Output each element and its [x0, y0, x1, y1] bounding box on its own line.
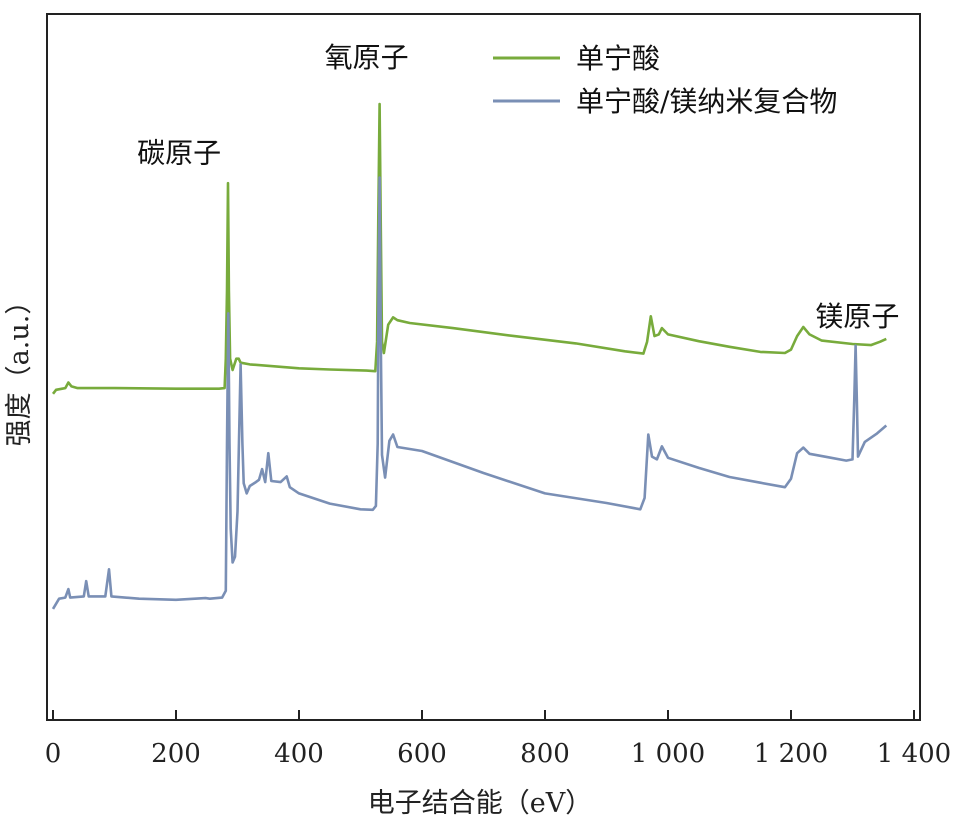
legend: 单宁酸 单宁酸/镁纳米复合物: [493, 42, 837, 118]
x-tick-label: 1 200: [754, 739, 828, 769]
peak-annotation: 碳原子: [137, 136, 221, 169]
x-tick-label: 1 400: [877, 739, 951, 769]
legend-label-tannic-acid-mg-nanocomposite: 单宁酸/镁纳米复合物: [576, 85, 837, 118]
x-tick-label: 1 000: [631, 739, 705, 769]
x-tick-label: 400: [274, 739, 324, 769]
x-tick-label: 0: [45, 739, 62, 769]
x-axis-tick-labels: 0 200 400 600 800 1 000 1 200 1 400: [45, 739, 951, 769]
x-tick-label: 200: [151, 739, 201, 769]
series-layer: [51, 102, 888, 610]
x-tick-label: 600: [397, 739, 447, 769]
peak-annotation: 氧原子: [325, 41, 409, 74]
x-axis-title: 电子结合能（eV）: [368, 788, 592, 819]
series-line-tannic-acid-mg-nanocomposite: [51, 176, 888, 610]
legend-label-tannic-acid: 单宁酸: [576, 42, 660, 75]
plot-frame: [46, 13, 921, 721]
peak-annotation: 镁原子: [815, 300, 899, 333]
y-axis-title: 强度（a.u.）: [4, 288, 35, 447]
x-axis-ticks: [52, 710, 915, 720]
x-tick-label: 800: [520, 739, 570, 769]
